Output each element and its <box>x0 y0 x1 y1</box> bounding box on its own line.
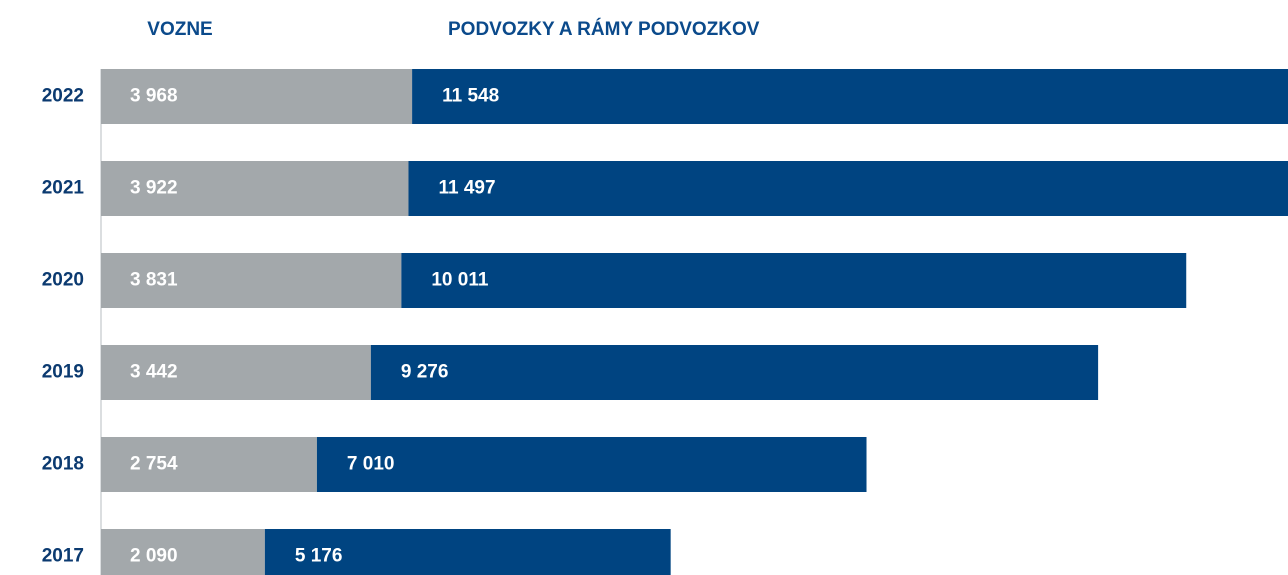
bar-segment <box>101 161 409 216</box>
value-label: 11 497 <box>438 178 495 199</box>
value-label: 3 442 <box>130 362 178 383</box>
value-label: 3 968 <box>130 86 178 107</box>
value-label: 5 176 <box>295 546 343 567</box>
bar-segment <box>101 345 371 400</box>
bar-segment <box>101 69 413 124</box>
bar-segment <box>370 345 1099 400</box>
y-tick-label: 2022 <box>42 86 84 107</box>
bar-segment <box>316 437 867 492</box>
value-label: 3 922 <box>130 178 178 199</box>
value-label: 11 548 <box>442 86 499 107</box>
y-tick-label: 2019 <box>42 362 84 383</box>
bar-segment <box>408 161 1288 216</box>
y-tick-label: 2017 <box>42 546 84 567</box>
value-label: 2 754 <box>130 454 178 475</box>
y-tick-label: 2018 <box>42 454 84 475</box>
legend-label: VOZNE <box>147 19 212 40</box>
bar-segment <box>264 529 671 575</box>
bar-segment <box>101 253 402 308</box>
value-label: 7 010 <box>347 454 395 475</box>
bar-segment <box>101 437 317 492</box>
value-label: 9 276 <box>401 362 449 383</box>
legend-label: PODVOZKY A RÁMY PODVOZKOV <box>448 18 760 40</box>
bar-segment <box>412 69 1288 124</box>
y-tick-label: 2020 <box>42 270 84 291</box>
bar-segment <box>101 529 265 575</box>
y-tick-label: 2021 <box>42 178 85 199</box>
bar-segment <box>401 253 1187 308</box>
value-label: 2 090 <box>130 546 178 567</box>
value-label: 3 831 <box>130 270 178 291</box>
value-label: 10 011 <box>431 270 488 291</box>
